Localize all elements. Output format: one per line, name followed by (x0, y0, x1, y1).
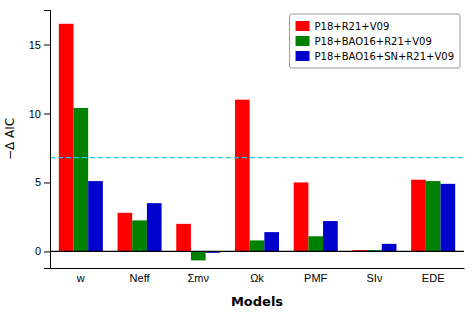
tick-label: Neff (130, 272, 151, 284)
tick-mark (44, 251, 50, 252)
legend-item: P18+BAO16+SN+R21+V09 (296, 51, 454, 62)
bar (235, 100, 250, 252)
y-tick: 5 (35, 176, 50, 188)
x-axis: w Neff Σmν Ωk PMF SIν EDE (51, 269, 465, 284)
x-tick: Ωk (250, 272, 264, 284)
bar (250, 240, 265, 251)
reference-line (50, 157, 464, 158)
tick-label: 10 (29, 107, 41, 119)
plot: 051015wNeffΣmνΩkPMFSIνEDEP18+R21+V09P18+… (29, 11, 465, 284)
bar (323, 221, 338, 251)
tick-label: Σmν (188, 272, 210, 284)
legend: P18+R21+V09 P18+BAO16+R21+V09 P18+BAO16+SN… (290, 14, 460, 68)
x-tick: Neff (130, 272, 151, 284)
chart: 051015wNeffΣmνΩkPMFSIνEDEP18+R21+V09P18+… (0, 0, 474, 316)
tick-label: Ωk (250, 272, 264, 284)
y-tick: 10 (29, 107, 50, 119)
legend-item: P18+BAO16+R21+V09 (296, 36, 432, 47)
x-tick: w (76, 272, 85, 284)
bar (176, 224, 191, 252)
tick-label: w (76, 272, 85, 284)
tick-label: EDE (422, 272, 445, 284)
tick-label: PMF (304, 272, 328, 284)
axis-line (51, 268, 465, 269)
legend-swatch (296, 51, 310, 61)
tick-label: 5 (35, 176, 41, 188)
bar (88, 181, 103, 251)
tick-mark (44, 182, 50, 183)
bar (411, 180, 426, 252)
tick-mark (44, 113, 50, 114)
tick-label: 15 (29, 39, 41, 51)
bar-series (73, 108, 440, 260)
y-axis-title: −Δ AIC (3, 118, 17, 160)
bar (382, 244, 397, 252)
baseline (50, 251, 464, 252)
bar (426, 181, 441, 251)
bar (147, 203, 162, 251)
y-tick: 15 (29, 39, 50, 51)
bar-series (88, 181, 455, 253)
legend-swatch (296, 21, 310, 31)
legend-item: P18+R21+V09 (296, 21, 390, 32)
y-tick: 0 (35, 245, 50, 257)
legend-swatch (296, 36, 310, 46)
x-tick: EDE (422, 272, 445, 284)
legend-label: P18+R21+V09 (315, 21, 390, 32)
x-tick: Σmν (188, 272, 210, 284)
y-axis: 0 5 10 15 (29, 11, 51, 269)
x-tick: PMF (304, 272, 328, 284)
legend-label: P18+BAO16+SN+R21+V09 (315, 51, 454, 62)
bar (132, 220, 147, 251)
legend-box (290, 14, 460, 68)
legend-label: P18+BAO16+R21+V09 (315, 36, 432, 47)
bar (118, 213, 133, 252)
tick-label: 0 (35, 245, 41, 257)
x-tick: SIν (366, 272, 382, 284)
axis-line (44, 11, 51, 269)
bar (191, 251, 206, 260)
marks (50, 24, 464, 261)
x-axis-title: Models (231, 294, 283, 309)
tick-mark (44, 44, 50, 45)
tick-label: SIν (366, 272, 382, 284)
bar (294, 182, 309, 251)
bar (308, 236, 323, 251)
bar (264, 232, 279, 251)
bar (59, 24, 74, 252)
bar (441, 184, 456, 252)
bar (73, 108, 88, 251)
